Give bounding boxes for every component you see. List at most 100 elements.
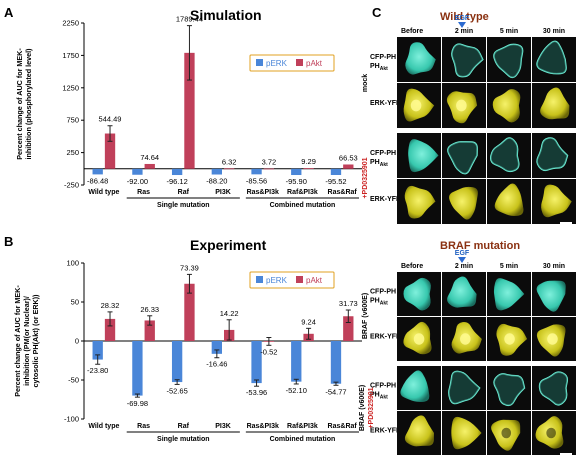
- legend-label-pakt: pAkt: [306, 276, 323, 285]
- row-label: CFP-PH PHAkt: [370, 54, 396, 72]
- row-label-text: CFP-PH: [370, 383, 396, 390]
- row-label-text: PH: [370, 159, 380, 166]
- bar-pakt: [343, 164, 354, 169]
- data-label-perk: -92.00: [127, 177, 148, 186]
- group-label: Combined mutation: [270, 436, 336, 443]
- data-label-pakt: 6.32: [222, 157, 237, 166]
- cell-body: [492, 89, 521, 123]
- bar-perk: [171, 341, 183, 383]
- condition-braf-drug: BRAF (v600E) +PD0325901: [359, 385, 375, 431]
- row-label-text: CFP-PH: [370, 54, 396, 61]
- group-label: Single mutation: [157, 202, 210, 209]
- data-label-perk: -95.52: [325, 177, 346, 186]
- data-label-pakt: 73.39: [180, 263, 199, 272]
- bar-perk: [291, 168, 302, 176]
- cell-body: [404, 415, 434, 447]
- cell-body: [494, 183, 524, 216]
- row-label-subscript: Akt: [380, 162, 388, 168]
- bar-perk: [330, 168, 342, 175]
- bar-perk: [251, 341, 262, 384]
- cell-nucleus: [410, 99, 422, 112]
- category-label: Ras&Raf: [328, 423, 358, 430]
- condition-drug: +PD0325901: [362, 157, 369, 198]
- y-axis-label-line: Percent change of AUC for MEK-: [15, 48, 24, 160]
- cell-membrane: [451, 43, 484, 78]
- row-label-text: CFP-PH: [370, 289, 396, 296]
- data-label-pakt: 26.33: [140, 305, 159, 314]
- simulation-chart: Simulation Percent change of AUC for MEK-…: [15, 7, 362, 209]
- legend-swatch-pakt: [296, 59, 303, 66]
- bar-perk: [92, 341, 103, 360]
- cell-nucleus: [413, 333, 425, 345]
- bar-perk: [251, 168, 262, 175]
- condition-braf: BRAF (v600E): [362, 293, 369, 339]
- scale-bar: [560, 222, 572, 224]
- cell-nucleus: [504, 333, 515, 345]
- egf-arrow-icon: [458, 22, 466, 28]
- timepoint-label: 2 min: [455, 28, 473, 35]
- y-axis-label-line: Percent change of AUC for MEK-: [13, 285, 22, 397]
- bar-pakt: [144, 163, 155, 169]
- y-tick-label: -100: [64, 415, 79, 424]
- category-label: Ras&PI3k: [247, 423, 279, 430]
- category-label: Ras&Raf: [328, 189, 358, 196]
- legend-swatch-pakt: [296, 276, 303, 283]
- row-label-text: ERK-YFP: [370, 100, 401, 107]
- legend-label-perk: pERK: [266, 276, 288, 285]
- data-label-pakt: -0.52: [260, 347, 277, 356]
- bar-perk: [291, 341, 302, 382]
- row-label-subscript: Akt: [380, 66, 388, 72]
- timepoint-label: 30 min: [543, 28, 565, 35]
- bar-pakt: [144, 320, 155, 341]
- category-label: Ras: [137, 189, 150, 196]
- timepoint-label: 2 min: [455, 263, 473, 270]
- y-tick-label: 250: [66, 148, 79, 157]
- data-label-perk: -16.46: [206, 360, 227, 369]
- row-label-text: ERK-YFP: [370, 334, 401, 341]
- panel-letter-a: A: [4, 5, 14, 20]
- category-label: Wild type: [88, 189, 119, 196]
- cell-body: [490, 138, 519, 172]
- row-label: ERK-YFP: [370, 428, 401, 435]
- chart-title: Experiment: [190, 237, 267, 253]
- egf-arrow-icon: [458, 257, 466, 263]
- cell-body: [451, 44, 483, 77]
- row-label: ERK-YFP: [370, 196, 401, 203]
- category-label: Raf: [178, 189, 190, 196]
- cell-nucleus: [456, 99, 467, 112]
- timepoint-label: 5 min: [500, 28, 518, 35]
- cell-membrane: [493, 373, 526, 407]
- condition-label-line: BRAF (v600E): [362, 293, 369, 339]
- timepoint-label: 30 min: [543, 263, 565, 270]
- bar-perk: [211, 341, 222, 354]
- cell-body: [447, 276, 477, 308]
- data-label-pakt: 28.32: [101, 301, 120, 310]
- timepoint-label: Before: [401, 263, 423, 270]
- bar-pakt: [184, 52, 195, 169]
- data-label-perk: -54.77: [325, 387, 346, 396]
- data-label-perk: -88.20: [206, 177, 227, 186]
- data-label-pakt: 1789.44: [176, 15, 203, 24]
- y-tick-label: 0: [75, 337, 79, 346]
- bar-pakt: [343, 316, 354, 341]
- row-label-text: ERK-YFP: [370, 428, 401, 435]
- data-label-perk: -52.65: [166, 386, 187, 395]
- condition-label-line: +PD0325901: [362, 157, 369, 198]
- legend: pERK pAkt: [249, 54, 335, 72]
- category-label: Raf&PI3k: [287, 423, 318, 430]
- y-tick-label: 100: [66, 259, 79, 268]
- y-axis-label-line: inhibition (phosphorylated level): [24, 48, 33, 160]
- bar-pakt: [303, 168, 314, 169]
- condition-mock: mock: [362, 74, 369, 92]
- data-label-pakt: 66.53: [339, 153, 358, 162]
- cell-body: [404, 185, 436, 219]
- data-label-perk: -95.90: [286, 177, 307, 186]
- y-tick-label: 50: [71, 298, 79, 307]
- data-label-pakt: 14.22: [220, 309, 239, 318]
- row-label: CFP-PH PHAkt: [370, 383, 396, 401]
- legend-swatch-perk: [256, 276, 263, 283]
- cell-body: [403, 277, 431, 311]
- data-label-pakt: 31.73: [339, 299, 358, 308]
- y-tick-label: 1750: [62, 51, 79, 60]
